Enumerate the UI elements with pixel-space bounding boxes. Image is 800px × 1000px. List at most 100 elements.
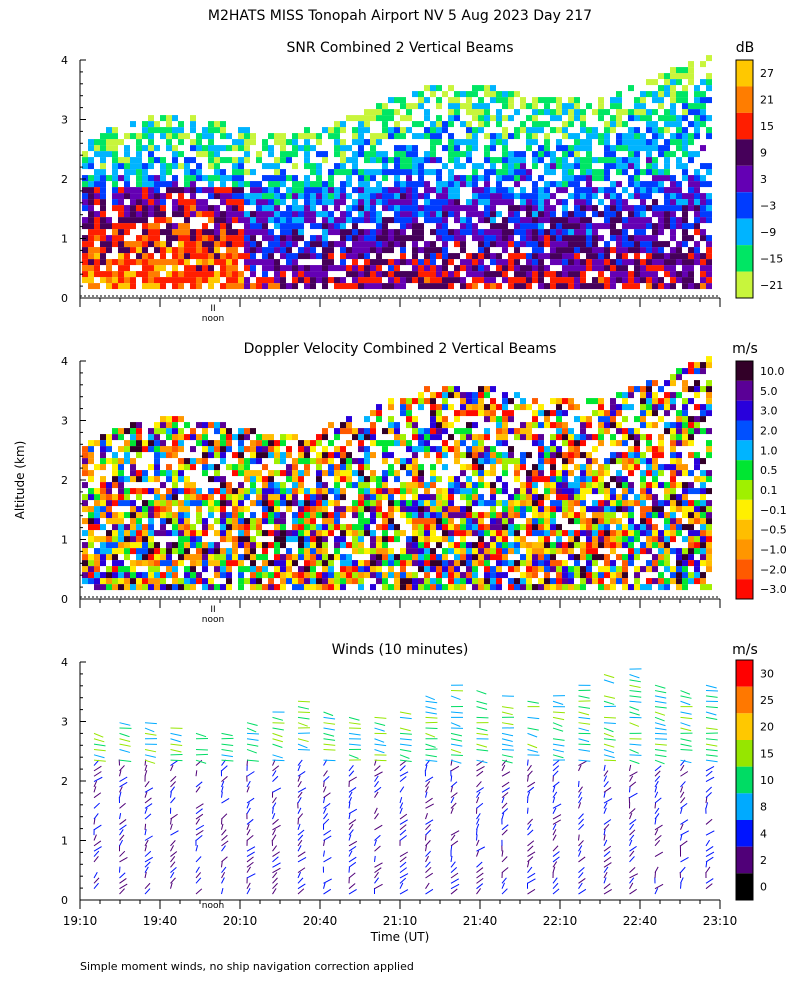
panel-3: 0 1 2 3 4 19:10 19:40 20:10 20:40 21:10 21:40 22:10… [61, 656, 774, 928]
panel-2-ytick-label: 4 [61, 355, 68, 368]
colorbar-swatch [736, 793, 753, 820]
colorbar-swatch [736, 559, 753, 580]
colorbar-label: 0.1 [760, 484, 778, 497]
colorbar-label: 15 [760, 747, 774, 760]
colorbar-label: −9 [760, 226, 776, 239]
panel-3-ytick-label: 0 [61, 894, 68, 907]
panel-2-ytick-label: 1 [61, 534, 68, 547]
panel1-title: SNR Combined 2 Vertical Beams [286, 40, 513, 56]
colorbar-swatch [736, 460, 753, 480]
colorbar-label: 21 [760, 94, 774, 107]
colorbar-swatch [736, 579, 753, 599]
colorbar-swatch [736, 192, 753, 219]
shared-ylabel: Altitude (km) [13, 441, 27, 520]
colorbar-swatch [736, 139, 753, 166]
panel-3-ytick-label: 1 [61, 835, 68, 848]
colorbar-swatch [736, 380, 753, 401]
panel-3-xtick-label: 20:40 [303, 914, 338, 928]
colorbar-label: 2 [760, 854, 767, 867]
colorbar-swatch [736, 361, 753, 381]
footnote: Simple moment winds, no ship navigation … [80, 960, 414, 973]
panel-2-field [82, 356, 712, 591]
panel-3-xtick-label: 19:40 [143, 914, 178, 928]
colorbar-label: −2.0 [760, 563, 787, 576]
colorbar-swatch [736, 539, 753, 560]
panel-3-ytick-label: 3 [61, 716, 68, 729]
colorbar-label: −3.0 [760, 583, 787, 596]
panel-2-ytick-label: 3 [61, 415, 68, 428]
colorbar-label: −1.0 [760, 543, 787, 556]
colorbar-label: −15 [760, 252, 783, 265]
panel-1-ytick-label: 2 [61, 173, 68, 186]
colorbar-swatch [736, 400, 753, 421]
colorbar-label: 3 [760, 173, 767, 186]
panel3-colorbar-unit: m/s [732, 642, 758, 658]
panel-3-field [93, 668, 718, 895]
colorbar-label: 10.0 [760, 365, 785, 378]
colorbar-swatch [736, 660, 753, 687]
colorbar-label: −21 [760, 279, 783, 292]
panel1-noon-label: noon [202, 314, 224, 324]
panel-3-xtick-label: 22:40 [623, 914, 658, 928]
panel1-colorbar-unit: dB [736, 40, 755, 56]
panel-2-ytick-label: 0 [61, 593, 68, 606]
panel-3-ytick-label: 4 [61, 656, 68, 669]
panel2-title: Doppler Velocity Combined 2 Vertical Bea… [244, 341, 557, 357]
panel-2-ytick-label: 2 [61, 474, 68, 487]
colorbar-label: 15 [760, 120, 774, 133]
figure-title: M2HATS MISS Tonopah Airport NV 5 Aug 202… [208, 8, 592, 24]
panel3-noon-label: noon [202, 901, 224, 911]
colorbar-label: 25 [760, 694, 774, 707]
colorbar-label: 3.0 [760, 405, 778, 418]
panel2-noon-mark: II [210, 605, 215, 615]
panel-3-xtick-label: 23:10 [703, 914, 738, 928]
colorbar-swatch [736, 245, 753, 272]
panel-1-ytick-label: 1 [61, 233, 68, 246]
colorbar-label: 0 [760, 881, 767, 894]
colorbar-swatch [736, 686, 753, 714]
colorbar-swatch [736, 499, 753, 520]
colorbar-swatch [736, 766, 753, 794]
colorbar-swatch [736, 740, 753, 767]
panel-1-ytick-label: 4 [61, 54, 68, 67]
panel-3-xtick-label: 19:10 [63, 914, 98, 928]
colorbar-swatch [736, 440, 753, 461]
colorbar-swatch [736, 519, 753, 540]
panel-3-xtick-label: 22:10 [543, 914, 578, 928]
colorbar-label: −0.5 [760, 524, 787, 537]
colorbar-label: 9 [760, 147, 767, 160]
colorbar-swatch [736, 165, 753, 193]
panel2-noon-label: noon [202, 615, 224, 625]
colorbar-label: 0.5 [760, 464, 778, 477]
panel-1-field [82, 55, 712, 290]
colorbar-label: 4 [760, 827, 767, 840]
panel-1-colorbar: 27 21 15 9 3 −3 −9 −15 −21 [735, 59, 783, 299]
x-axis-label: Time (UT) [370, 930, 430, 944]
colorbar-swatch [736, 86, 753, 113]
colorbar-swatch [736, 60, 753, 87]
panel-1-ytick-label: 0 [61, 292, 68, 305]
panel-1: 0 1 2 3 4 27 21 15 9 3 −3 −9 −15 −21 [61, 54, 783, 307]
colorbar-label: 10 [760, 774, 774, 787]
colorbar-label: 30 [760, 667, 774, 680]
colorbar-swatch [736, 820, 753, 847]
panel-3-ytick-label: 2 [61, 775, 68, 788]
colorbar-label: −3 [760, 199, 776, 212]
colorbar-swatch [736, 846, 753, 874]
panel-3-xtick-label: 20:10 [223, 914, 258, 928]
colorbar-swatch [736, 218, 753, 246]
panel-3-xtick-label: 21:40 [463, 914, 498, 928]
colorbar-swatch [736, 112, 753, 140]
panel3-title: Winds (10 minutes) [332, 642, 469, 658]
colorbar-label: 5.0 [760, 385, 778, 398]
colorbar-swatch [736, 480, 753, 500]
colorbar-label: 2.0 [760, 424, 778, 437]
colorbar-swatch [736, 713, 753, 740]
panel2-colorbar-unit: m/s [732, 341, 758, 357]
panel-2: 0 1 2 3 4 10.0 5.0 3.0 2.0 1.0 0.5 0.1 −0.1 −0.5 −1.0 −… [61, 355, 787, 608]
panel1-noon-mark: II [210, 304, 215, 314]
panel-1-ytick-label: 3 [61, 114, 68, 127]
panel-2-colorbar: 10.0 5.0 3.0 2.0 1.0 0.5 0.1 −0.1 −0.5 −1.0 −2.0 −3… [735, 360, 787, 600]
colorbar-label: 1.0 [760, 444, 778, 457]
